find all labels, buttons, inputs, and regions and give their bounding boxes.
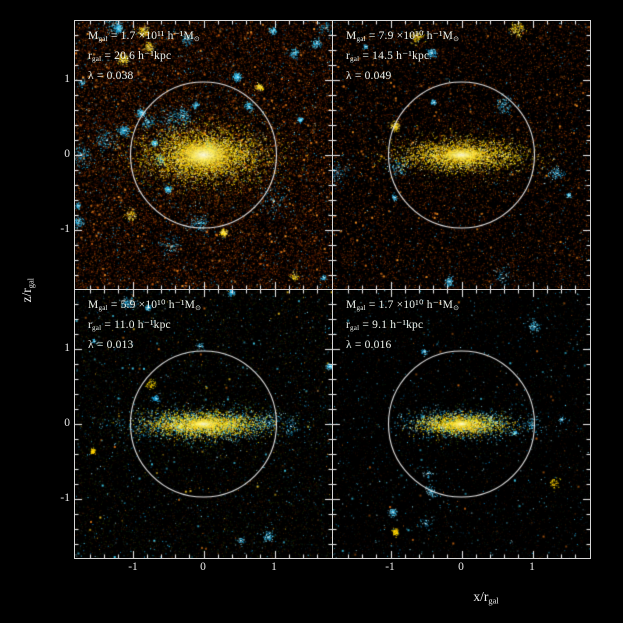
y-tick-label: 1	[64, 73, 70, 85]
y-tick-label: -1	[60, 492, 70, 504]
x-axis-title: x/rgal	[473, 589, 499, 606]
panel-bottom-left: Mgal = 5.9 ×10¹⁰ h⁻¹M⊙ rgal = 11.0 h⁻¹kp…	[75, 290, 332, 558]
particle-plot-canvas-bottom-left	[75, 290, 332, 558]
panel-annotations: Mgal = 5.9 ×10¹⁰ h⁻¹M⊙ rgal = 11.0 h⁻¹kp…	[88, 297, 201, 354]
x-tick-label: -1	[128, 561, 138, 573]
x-tick-label: 1	[271, 561, 277, 573]
radius-annotation: rgal = 20.6 h⁻¹kpc	[88, 50, 172, 64]
panel-top-right: Mgal = 7.9 ×10¹⁰ h⁻¹M⊙ rgal = 14.5 h⁻¹kp…	[333, 21, 590, 289]
lambda-annotation: λ = 0.038	[88, 70, 134, 83]
mass-annotation: Mgal = 1.7 ×10¹⁰ h⁻¹M⊙	[346, 299, 460, 313]
particle-plot-canvas-top-left	[75, 21, 332, 289]
x-tick-label: 1	[529, 561, 535, 573]
lambda-annotation: λ = 0.049	[346, 70, 392, 83]
x-tick-label: 0	[458, 561, 464, 573]
x-tick-label: -1	[385, 561, 395, 573]
y-axis-title: z/rgal	[18, 278, 36, 303]
lambda-annotation: λ = 0.013	[88, 339, 134, 352]
mass-annotation: Mgal = 1.7 ×10¹¹ h⁻¹M⊙	[88, 30, 201, 44]
panel-annotations: Mgal = 1.7 ×10¹⁰ h⁻¹M⊙ rgal = 9.1 h⁻¹kpc…	[346, 297, 459, 354]
mass-annotation: Mgal = 7.9 ×10¹⁰ h⁻¹M⊙	[346, 30, 460, 44]
panel-annotations: Mgal = 7.9 ×10¹⁰ h⁻¹M⊙ rgal = 14.5 h⁻¹kp…	[346, 28, 459, 85]
particle-plot-canvas-bottom-right	[333, 290, 590, 558]
panel-top-left: Mgal = 1.7 ×10¹¹ h⁻¹M⊙ rgal = 20.6 h⁻¹kp…	[75, 21, 332, 289]
y-tick-label: 0	[64, 148, 70, 160]
y-tick-label: 0	[64, 417, 70, 429]
radius-annotation: rgal = 14.5 h⁻¹kpc	[346, 50, 430, 64]
panel-annotations: Mgal = 1.7 ×10¹¹ h⁻¹M⊙ rgal = 20.6 h⁻¹kp…	[88, 28, 200, 85]
particle-plot-canvas-top-right	[333, 21, 590, 289]
lambda-annotation: λ = 0.016	[346, 339, 392, 352]
panel-grid: Mgal = 1.7 ×10¹¹ h⁻¹M⊙ rgal = 20.6 h⁻¹kp…	[74, 20, 591, 559]
y-tick-label: 1	[64, 342, 70, 354]
x-tick-label: 0	[200, 561, 206, 573]
panel-bottom-right: Mgal = 1.7 ×10¹⁰ h⁻¹M⊙ rgal = 9.1 h⁻¹kpc…	[333, 290, 590, 558]
y-tick-label: -1	[60, 223, 70, 235]
radius-annotation: rgal = 11.0 h⁻¹kpc	[88, 319, 171, 333]
mass-annotation: Mgal = 5.9 ×10¹⁰ h⁻¹M⊙	[88, 299, 202, 313]
radius-annotation: rgal = 9.1 h⁻¹kpc	[346, 319, 424, 333]
